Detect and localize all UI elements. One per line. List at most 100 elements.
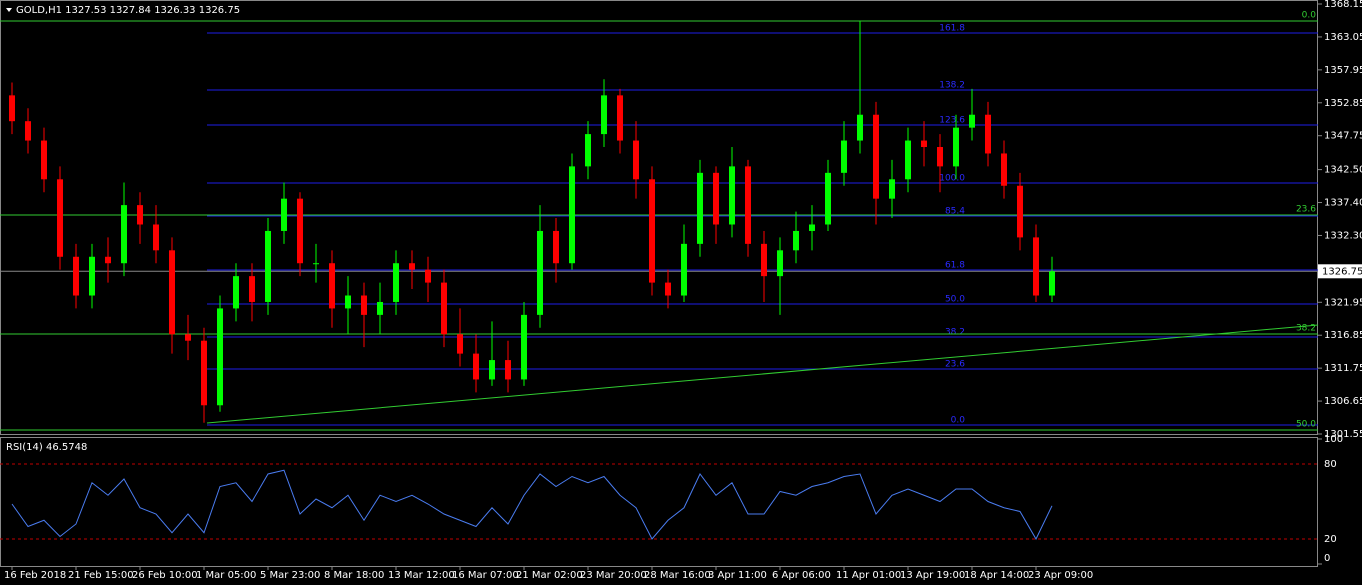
candle-body: [521, 314, 527, 380]
fib-label: 85.4: [945, 207, 965, 217]
rsi-panel-border: [0, 437, 1318, 567]
x-tick-label: 6 Apr 06:00: [772, 570, 831, 581]
candle-body: [1049, 271, 1055, 296]
candle-body: [777, 250, 783, 277]
candle-body: [905, 140, 911, 180]
candle-body: [201, 340, 207, 406]
candle-body: [729, 166, 735, 225]
y-tick-label: 1357.95: [1324, 65, 1362, 76]
candle-body: [297, 198, 303, 264]
y-tick-label: 1321.95: [1324, 297, 1362, 308]
y-tick-label: 80: [1324, 459, 1337, 470]
fib-label: 0.0: [951, 416, 966, 426]
menu-arrow[interactable]: [6, 8, 12, 12]
candle-body: [937, 147, 943, 167]
y-tick-label: 1316.85: [1324, 330, 1362, 341]
candle-body: [473, 353, 479, 380]
candle-body: [441, 282, 447, 335]
y-tick-label: 0: [1324, 553, 1330, 564]
candle-body: [217, 308, 223, 406]
candle-body: [793, 230, 799, 251]
candle-body: [969, 114, 975, 128]
candle-body: [73, 256, 79, 296]
x-tick-label: 13 Mar 12:00: [388, 570, 455, 581]
fib-label: 50.0: [945, 295, 965, 305]
trendline: [206, 324, 1319, 424]
green-level-label: 38.2: [1296, 323, 1316, 333]
green-level-label: 23.6: [1296, 204, 1316, 214]
x-tick-label: 16 Mar 07:00: [452, 570, 519, 581]
x-tick-label: 23 Mar 20:00: [580, 570, 647, 581]
candle-body: [409, 263, 415, 270]
x-tick-label: 18 Apr 14:00: [964, 570, 1029, 581]
candle-body: [825, 172, 831, 225]
candle-body: [361, 295, 367, 315]
y-tick-label: 1306.65: [1324, 396, 1362, 407]
x-tick-label: 16 Feb 2018: [4, 570, 66, 581]
rsi-line: [11, 469, 1053, 541]
candle-body: [329, 263, 335, 309]
fib-label: 38.2: [945, 328, 965, 338]
candle-body: [153, 224, 159, 251]
candle-body: [537, 230, 543, 315]
candle-body: [345, 295, 351, 309]
chart-title: GOLD,H1 1327.53 1327.84 1326.33 1326.75: [16, 5, 240, 16]
candle-body: [873, 114, 879, 199]
candle-body: [1001, 153, 1007, 186]
candle-body: [57, 179, 63, 257]
x-tick-label: 8 Mar 18:00: [324, 570, 384, 581]
candle-body: [953, 127, 959, 167]
candle-body: [857, 114, 863, 141]
candle-body: [617, 95, 623, 141]
candle-body: [425, 269, 431, 283]
candle-body: [137, 205, 143, 225]
candle-body: [169, 250, 175, 335]
candle-body: [185, 334, 191, 341]
current-price-box: [1318, 264, 1362, 279]
candle-body: [281, 198, 287, 231]
fib-label: 123.6: [939, 115, 965, 125]
y-tick-label: 1347.75: [1324, 131, 1362, 142]
current-price-label: 1326.75: [1322, 266, 1362, 277]
candle-body: [313, 263, 319, 265]
candle-body: [569, 166, 575, 264]
candle-body: [9, 95, 15, 122]
x-tick-label: 3 Apr 11:00: [708, 570, 767, 581]
candle-body: [713, 172, 719, 225]
candle-body: [393, 263, 399, 302]
candle-body: [89, 256, 95, 296]
candle-body: [553, 230, 559, 264]
candle-body: [1017, 185, 1023, 238]
y-tick-label: 1337.40: [1324, 198, 1362, 209]
candle-body: [249, 276, 255, 302]
candle-body: [649, 179, 655, 283]
fib-label: 61.8: [945, 261, 965, 271]
candle-body: [745, 166, 751, 244]
green-level-label: 50.0: [1296, 419, 1316, 429]
x-tick-label: 28 Mar 16:00: [644, 570, 711, 581]
candle-body: [489, 360, 495, 380]
candle-body: [121, 205, 127, 264]
x-tick-label: 13 Apr 19:00: [900, 570, 965, 581]
x-tick-label: 23 Apr 09:00: [1028, 570, 1093, 581]
candle-body: [105, 256, 111, 264]
y-tick-label: 1301.55: [1324, 429, 1362, 440]
y-tick-label: 1311.75: [1324, 363, 1362, 374]
candle-body: [841, 140, 847, 173]
green-level-label: 0.0: [1302, 10, 1317, 20]
candle-body: [265, 230, 271, 302]
fib-label: 23.6: [945, 360, 965, 370]
y-tick-label: 1332.30: [1324, 230, 1362, 241]
candle-body: [25, 121, 31, 141]
x-tick-label: 11 Apr 01:00: [836, 570, 901, 581]
candle-body: [921, 140, 927, 148]
candle-body: [505, 360, 511, 380]
candle-body: [809, 224, 815, 231]
x-tick-label: 21 Mar 02:00: [516, 570, 583, 581]
fib-label: 161.8: [939, 23, 965, 33]
y-tick-label: 1363.05: [1324, 32, 1362, 43]
candle-body: [633, 140, 639, 180]
candle-body: [233, 276, 239, 309]
candle-body: [585, 134, 591, 167]
